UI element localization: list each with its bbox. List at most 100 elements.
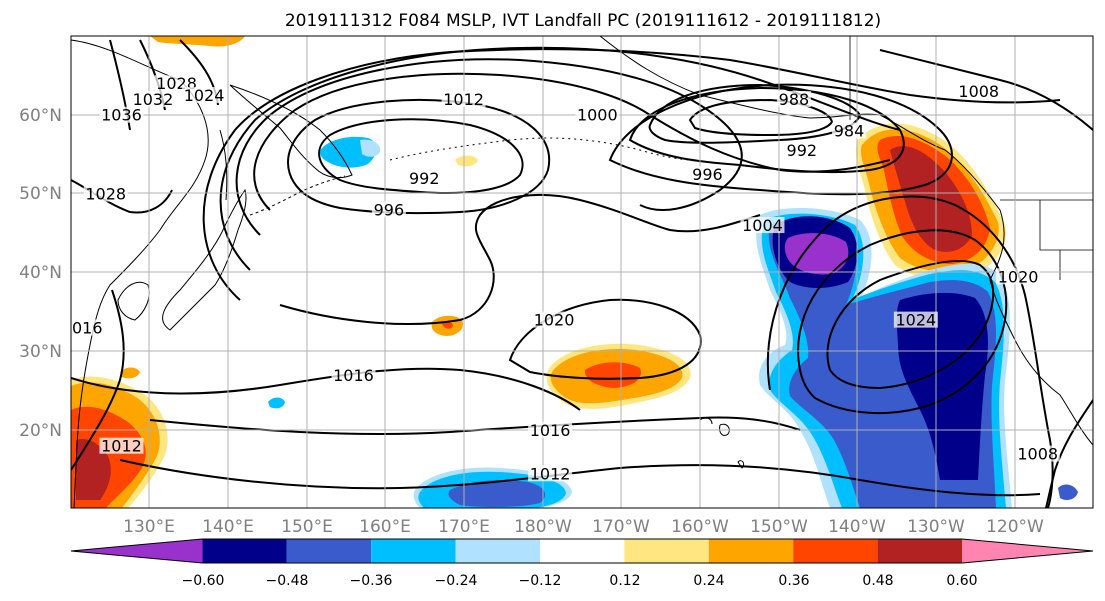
contour-1004 xyxy=(235,58,743,236)
colorbar-cell xyxy=(793,539,878,563)
ivt-region-subtropical-blue xyxy=(448,480,546,508)
contour-label: 1004 xyxy=(742,216,783,235)
contour-label: 1008 xyxy=(958,82,999,101)
contour-label: 1016 xyxy=(333,366,374,385)
contour-label: 1016 xyxy=(530,421,571,440)
ivt-region-philippine-darkred xyxy=(76,438,111,500)
lat-tick-label: 60°N xyxy=(19,106,62,126)
contour-label-bg xyxy=(441,90,486,107)
contour-label: 1016 xyxy=(62,319,103,338)
contour-label-bg xyxy=(182,87,227,104)
contour-label: 1012 xyxy=(530,464,571,483)
contour-label: 1032 xyxy=(133,90,174,109)
contour-label-bg xyxy=(83,185,128,202)
contour-label-bg xyxy=(690,165,725,182)
ivt-region-kamchatka-light xyxy=(360,139,381,157)
contour-label-bg xyxy=(740,217,785,234)
colorbar-cell xyxy=(708,539,794,563)
ivt-region-gulf-alaska-purple xyxy=(784,233,849,275)
lat-tick-label: 50°N xyxy=(19,184,62,204)
colorbar-tick-label: 0.24 xyxy=(693,573,724,589)
ivt-region-arctic-1 xyxy=(150,36,245,47)
colorbar-tick-label: −0.24 xyxy=(435,573,478,589)
lon-tick-label: 140°E xyxy=(202,517,254,537)
colorbar: −0.60 −0.48 −0.36 −0.24 −0.12 0.12 0.24 … xyxy=(70,538,1094,589)
contour-label-bg xyxy=(776,90,811,107)
colorbar-outline xyxy=(70,538,1094,564)
contour-1012-south xyxy=(119,459,1041,497)
coast-japan xyxy=(162,188,247,331)
colorbar-tick-label: 0.48 xyxy=(862,573,893,589)
coast-alaska xyxy=(599,36,1093,446)
lon-tick-label: 170°W xyxy=(592,517,650,537)
contour-label: 1024 xyxy=(895,311,936,330)
contour-label-bg xyxy=(784,142,819,159)
lon-tick-label: 130°E xyxy=(123,517,175,537)
coast-korea xyxy=(117,281,150,321)
contour-label: 1036 xyxy=(101,106,142,125)
contour-label: 996 xyxy=(374,200,405,219)
colorbar-cell xyxy=(455,539,540,563)
lat-tick-label: 20°N xyxy=(19,421,62,441)
lat-tick-label: 30°N xyxy=(19,342,62,362)
contour-label: 1020 xyxy=(534,311,575,330)
contour-label-bg xyxy=(99,437,144,454)
contour-996-east xyxy=(608,83,953,196)
lon-tick-labels: 130°E 140°E 150°E 160°E 170°E 180°W 170°… xyxy=(123,517,1044,537)
contour-label: 992 xyxy=(409,169,440,188)
contour-label-bg xyxy=(575,106,620,123)
contour-label-bg xyxy=(528,465,573,482)
ivt-region-small-negative-2 xyxy=(1058,484,1078,500)
lat-tick-label: 40°N xyxy=(19,263,62,283)
colorbar-tick-label: −0.48 xyxy=(266,573,309,589)
lon-tick-label: 140°W xyxy=(828,517,886,537)
contour-1008-east xyxy=(879,49,1093,131)
lon-tick-label: 130°W xyxy=(907,517,965,537)
contour-label: 988 xyxy=(779,90,810,109)
contour-1020-east xyxy=(797,229,1008,415)
colorbar-cell xyxy=(371,539,456,563)
lon-tick-label: 120°W xyxy=(986,517,1044,537)
contour-label-bg xyxy=(893,311,938,328)
colorbar-cell xyxy=(540,539,625,563)
coastlines xyxy=(71,36,1093,508)
contour-label: 992 xyxy=(787,141,818,160)
colorbar-cell xyxy=(962,539,1093,563)
colorbar-tick-label: 0.60 xyxy=(946,573,977,589)
contour-label-bg xyxy=(71,319,105,336)
colorbar-tick-labels: −0.60 −0.48 −0.36 −0.24 −0.12 0.12 0.24 … xyxy=(182,573,978,589)
colorbar-cell xyxy=(624,539,709,563)
contour-label: 1012 xyxy=(443,90,484,109)
contour-label: 996 xyxy=(692,165,723,184)
coast-kuril xyxy=(249,175,346,216)
contour-label: 984 xyxy=(834,122,865,141)
ivt-region-arctic-2 xyxy=(455,155,478,167)
contour-label: 1008 xyxy=(1017,445,1058,464)
contour-label: 1020 xyxy=(998,267,1039,286)
contour-1008-se xyxy=(1045,399,1093,508)
lon-tick-label: 160°W xyxy=(671,517,729,537)
ivt-region-east-pacific-navy xyxy=(896,292,988,480)
contour-label: 1000 xyxy=(577,106,618,125)
contour-label-bg xyxy=(532,311,577,328)
contour-label-bg xyxy=(996,268,1041,285)
map-title: 2019111312 F084 MSLP, IVT Landfall PC (2… xyxy=(285,11,881,31)
lon-tick-label: 150°W xyxy=(750,517,808,537)
contour-label-bg xyxy=(371,201,406,218)
lon-tick-label: 150°E xyxy=(281,517,333,537)
colorbar-tick-label: 0.12 xyxy=(609,573,640,589)
colorbar-cell xyxy=(286,539,372,563)
contour-1012-west xyxy=(71,289,125,471)
colorbar-cell xyxy=(877,539,962,563)
contour-label: 1028 xyxy=(85,185,126,204)
ivt-region-small-positive-red xyxy=(442,321,453,329)
lat-tick-labels: 60°N 50°N 40°N 30°N 20°N xyxy=(19,106,62,441)
lon-tick-label: 170°E xyxy=(438,517,490,537)
colorbar-tick-label: −0.12 xyxy=(519,573,562,589)
colorbar-cell xyxy=(71,539,203,563)
coast-aleutian xyxy=(389,137,696,161)
colorbar-tick-label: −0.36 xyxy=(350,573,393,589)
contour-996-west xyxy=(287,99,551,215)
